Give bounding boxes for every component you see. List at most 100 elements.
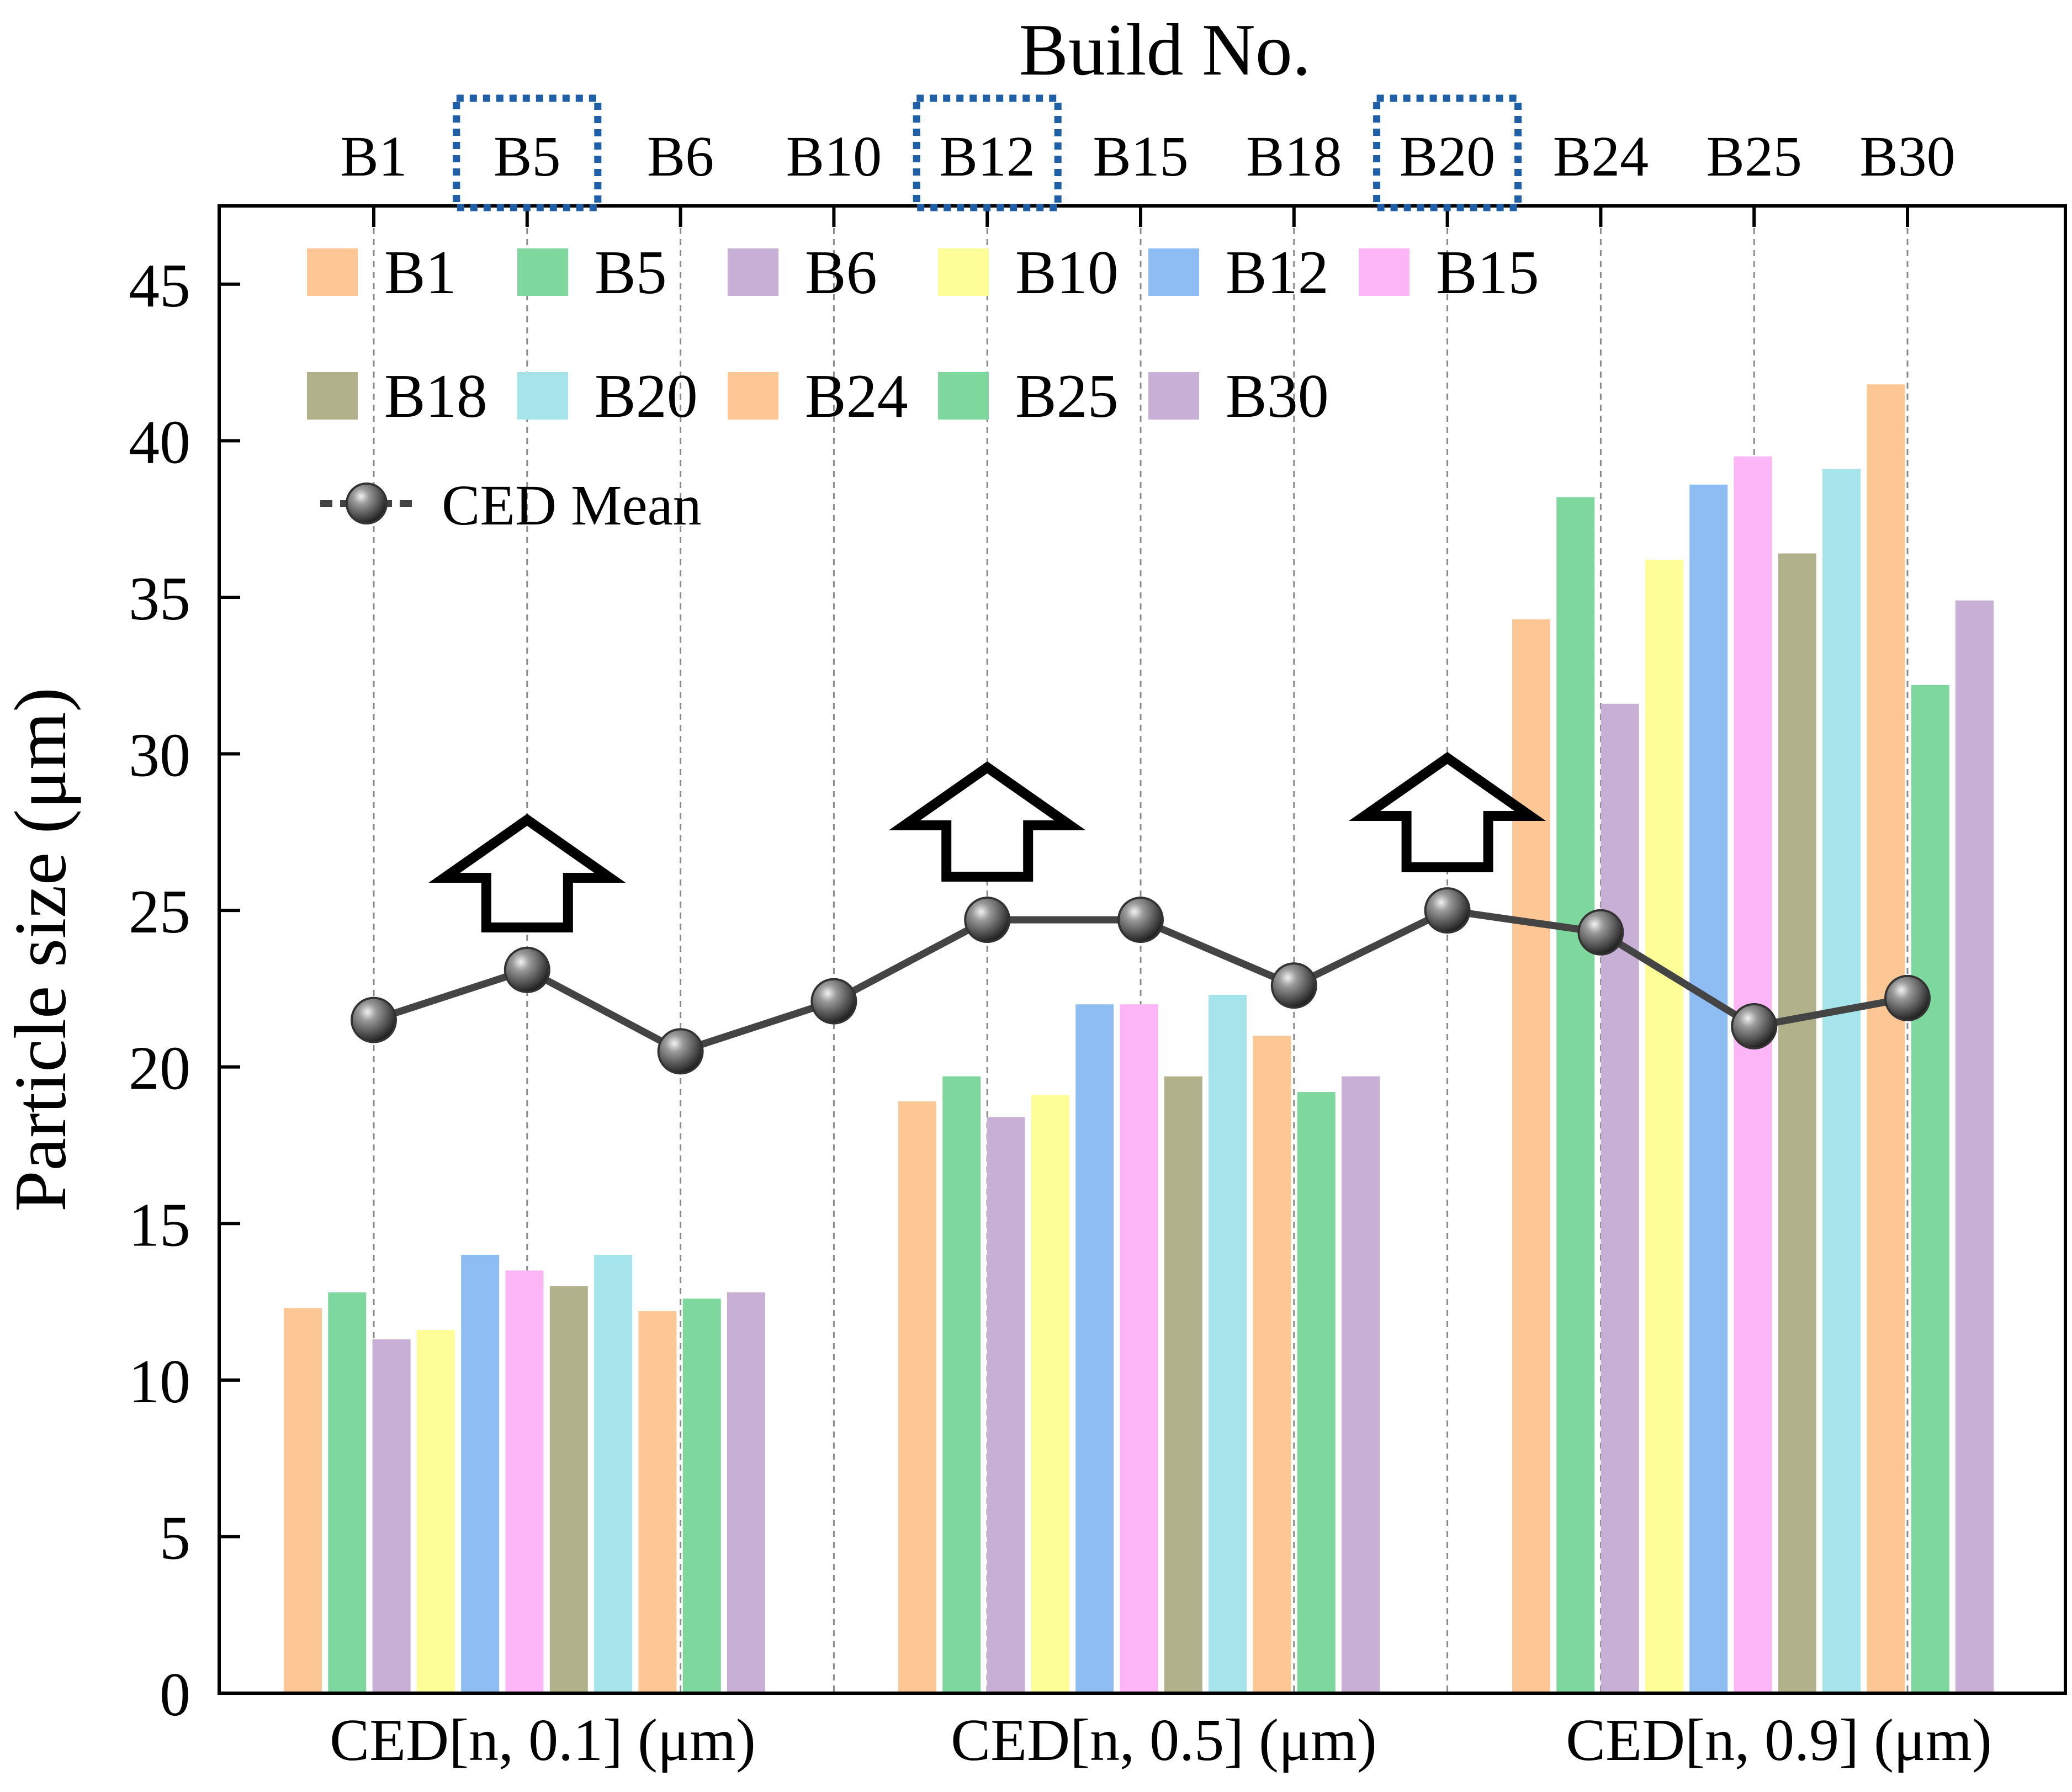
legend-label-b25: B25 bbox=[1015, 362, 1119, 431]
y-tick-label: 0 bbox=[160, 1661, 190, 1729]
mean-point-b10 bbox=[810, 978, 857, 1025]
bar-b15-g2 bbox=[1120, 1004, 1158, 1693]
legend-label-b18: B18 bbox=[384, 362, 487, 431]
legend-label-b24: B24 bbox=[805, 362, 908, 431]
bar-b25-g2 bbox=[1297, 1092, 1336, 1693]
mean-point-b1 bbox=[351, 996, 397, 1043]
highlight-box-b12 bbox=[913, 94, 1062, 211]
mean-line bbox=[351, 887, 1931, 1075]
bar-b12-g3 bbox=[1689, 484, 1728, 1693]
top-tick-label-b24: B24 bbox=[1553, 125, 1649, 188]
mean-point-b20 bbox=[1424, 887, 1471, 934]
top-tick-label-b12: B12 bbox=[940, 125, 1035, 188]
bar-b6-g1 bbox=[372, 1339, 411, 1693]
legend-label-ced-mean: CED Mean bbox=[442, 474, 702, 537]
legend-swatch-b1 bbox=[307, 248, 358, 296]
mean-point-b24 bbox=[1577, 909, 1624, 956]
legend-swatch-b15 bbox=[1359, 248, 1409, 296]
legend-swatch-b18 bbox=[307, 372, 358, 420]
bar-b30-g3 bbox=[1956, 600, 1994, 1693]
legend-swatch-b25 bbox=[938, 372, 989, 420]
mean-point-b15 bbox=[1117, 897, 1164, 943]
bar-b10-g3 bbox=[1645, 559, 1683, 1693]
top-tick-label-b25: B25 bbox=[1707, 125, 1802, 188]
highlight-box-b5 bbox=[453, 94, 602, 211]
highlight-boxes bbox=[453, 94, 1522, 211]
bar-b20-g2 bbox=[1209, 995, 1247, 1693]
legend-label-b1: B1 bbox=[384, 238, 457, 307]
bar-b12-g2 bbox=[1075, 1004, 1114, 1693]
legend-swatch-b24 bbox=[728, 372, 778, 420]
legend-swatch-b12 bbox=[1148, 248, 1199, 296]
bar-b5-g1 bbox=[328, 1292, 367, 1693]
top-tick-label-b30: B30 bbox=[1859, 125, 1955, 188]
up-arrow-icon bbox=[428, 814, 626, 932]
bar-b24-g3 bbox=[1867, 384, 1905, 1693]
arrows bbox=[428, 752, 1546, 932]
bar-b15-g1 bbox=[505, 1270, 544, 1693]
top-tick-label-b20: B20 bbox=[1400, 125, 1495, 188]
bars bbox=[284, 384, 1994, 1694]
y-axis-label: Particle size (μm) bbox=[0, 687, 81, 1212]
y-tick-label: 10 bbox=[129, 1348, 190, 1416]
top-tick-label-b6: B6 bbox=[647, 125, 714, 188]
legend: B1 B5 B6 B10 B12 B15 B18 B20 B24 B25 B30 CED Mean bbox=[307, 238, 1539, 537]
y-tick-label: 20 bbox=[129, 1035, 190, 1103]
legend-label-b10: B10 bbox=[1015, 238, 1119, 307]
up-arrow-icon bbox=[888, 761, 1086, 882]
legend-swatch-b20 bbox=[517, 372, 568, 420]
y-tick-label: 35 bbox=[129, 565, 190, 633]
mean-point-b25 bbox=[1731, 1003, 1778, 1049]
highlight-box-b20 bbox=[1373, 94, 1522, 211]
top-tick-label-b15: B15 bbox=[1093, 125, 1188, 188]
bar-b1-g3 bbox=[1512, 619, 1550, 1693]
top-tick-label-b18: B18 bbox=[1246, 125, 1342, 188]
legend-label-b12: B12 bbox=[1226, 238, 1329, 307]
bar-b5-g3 bbox=[1556, 497, 1595, 1694]
bar-b15-g3 bbox=[1734, 456, 1772, 1693]
bar-b18-g3 bbox=[1778, 553, 1816, 1693]
x-category-label: CED[n, 0.1] (μm) bbox=[330, 1708, 756, 1773]
top-axis-title: Build No. bbox=[1019, 9, 1311, 91]
bar-b20-g1 bbox=[594, 1254, 633, 1693]
bar-b12-g1 bbox=[461, 1254, 500, 1693]
bar-b25-g3 bbox=[1911, 685, 1949, 1693]
bar-b18-g2 bbox=[1164, 1076, 1202, 1693]
up-arrow-icon bbox=[1349, 752, 1546, 872]
bar-b24-g2 bbox=[1253, 1035, 1291, 1693]
bar-b5-g2 bbox=[942, 1076, 981, 1693]
legend-label-b5: B5 bbox=[595, 238, 667, 307]
legend-label-b15: B15 bbox=[1436, 238, 1539, 307]
bar-b1-g1 bbox=[284, 1308, 322, 1693]
top-tick-label-b10: B10 bbox=[786, 125, 882, 188]
legend-label-b30: B30 bbox=[1226, 362, 1329, 431]
bar-b30-g2 bbox=[1342, 1076, 1380, 1693]
mean-point-b18 bbox=[1270, 962, 1317, 1009]
bar-b18-g1 bbox=[549, 1286, 588, 1693]
bar-b6-g3 bbox=[1601, 703, 1639, 1693]
legend-marker-ced-mean bbox=[346, 483, 388, 524]
y-tick-label: 25 bbox=[129, 878, 190, 946]
x-category-label: CED[n, 0.9] (μm) bbox=[1566, 1708, 1992, 1773]
y-tick-label: 40 bbox=[129, 408, 190, 476]
top-tick-label-b1: B1 bbox=[340, 125, 407, 188]
bar-b30-g1 bbox=[727, 1292, 765, 1693]
bar-b25-g1 bbox=[682, 1298, 721, 1693]
legend-swatch-b6 bbox=[728, 248, 778, 296]
bar-b20-g3 bbox=[1822, 469, 1861, 1694]
y-tick-label: 45 bbox=[129, 252, 190, 320]
mean-point-b5 bbox=[504, 946, 550, 993]
bar-b1-g2 bbox=[898, 1101, 936, 1693]
mean-point-b12 bbox=[964, 897, 1011, 943]
top-tick-label-b5: B5 bbox=[494, 125, 560, 188]
bar-b10-g1 bbox=[416, 1330, 455, 1693]
legend-label-b6: B6 bbox=[805, 238, 877, 307]
legend-label-b20: B20 bbox=[595, 362, 698, 431]
legend-swatch-b10 bbox=[938, 248, 989, 296]
legend-swatch-b30 bbox=[1148, 372, 1199, 420]
legend-swatch-b5 bbox=[517, 248, 568, 296]
bar-b6-g2 bbox=[987, 1117, 1025, 1693]
bar-b10-g2 bbox=[1031, 1095, 1069, 1693]
